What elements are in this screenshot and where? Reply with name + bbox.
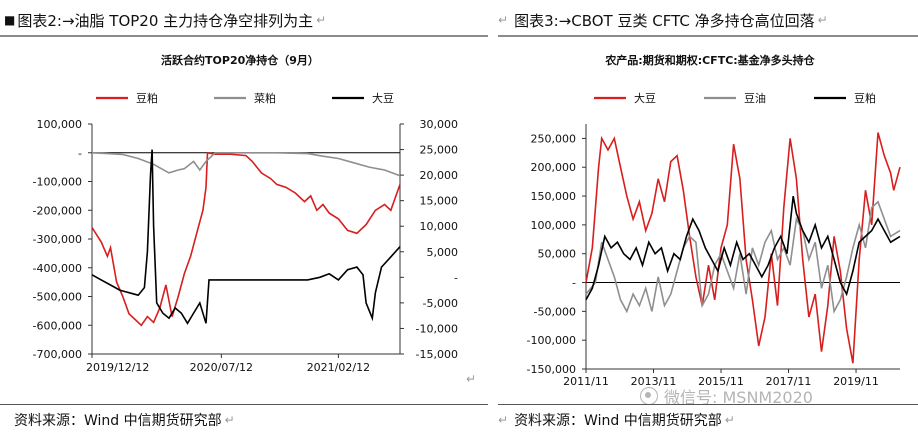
legend-label-1: 豆粕	[136, 91, 158, 105]
watermark-text: 微信号: MSNM2020	[664, 388, 813, 407]
left-source-note: 资料来源：Wind 中信期货研究部 ↵	[14, 410, 235, 430]
y-tick-label-right: 25,000	[420, 144, 459, 157]
return-mark: ↵	[498, 413, 509, 427]
series-line-2	[585, 200, 901, 314]
y-tick-label-left: -100,000	[33, 176, 82, 189]
y-tick-label: 250,000	[531, 132, 577, 145]
return-mark: ↵	[466, 372, 477, 386]
caption-bullet: ■	[4, 13, 16, 27]
y-tick-label: -	[572, 277, 576, 290]
y-tick-label-left: -	[78, 147, 82, 160]
x-tick-label: 2017/11	[766, 375, 812, 388]
legend-label-1: 大豆	[634, 91, 656, 105]
legend-label-3: 豆粕	[854, 91, 876, 105]
plot-area: 100,000 - -100,000 -200,000 -300,000 -400,000…	[33, 118, 458, 374]
y-tick-label: -100,000	[527, 334, 576, 347]
y-tick-label-left: 100,000	[37, 118, 83, 131]
return-mark: ↵	[724, 413, 735, 427]
y-tick-label: 200,000	[531, 161, 577, 174]
y-tick-label: -150,000	[527, 363, 576, 376]
y-tick-label-right: -10,000	[416, 322, 458, 335]
y-tick-label-right: 5,000	[427, 246, 459, 259]
y-tick-label-left: -500,000	[33, 291, 82, 304]
y-tick-label-right: 10,000	[420, 220, 459, 233]
plot-area: 250,000 200,000 150,000 100,000 50,000 - -50,0…	[527, 124, 901, 388]
right-chart: 农产品:期货和期权:CFTC:基金净多头持仓 大豆 豆油 豆粕 250,000 200…	[527, 53, 901, 388]
right-figure-caption: ↵ 图表3:→CBOT 豆类 CFTC 净多持仓高位回落 ↵	[498, 8, 828, 32]
y-tick-label-left: -700,000	[33, 348, 82, 361]
wechat-icon	[640, 387, 658, 405]
y-tick-label: -50,000	[534, 305, 576, 318]
right-source-note: ↵ 资料来源：Wind 中信期货研究部 ↵	[498, 410, 735, 430]
y-tick-label-right: -	[454, 271, 458, 284]
chart-title: 农产品:期货和期权:CFTC:基金净多头持仓	[604, 53, 815, 67]
y-tick-label-left: -600,000	[33, 319, 82, 332]
series-line-2	[91, 152, 401, 177]
chart-title: 活跃合约TOP20净持仓（9月）	[161, 53, 319, 67]
legend-label-2: 菜粕	[254, 91, 276, 105]
chart-legend: 大豆 豆油 豆粕	[594, 91, 876, 105]
left-header-rule	[0, 35, 488, 37]
right-caption-text: 图表3:→CBOT 豆类 CFTC 净多持仓高位回落	[514, 11, 815, 30]
right-footer-rule	[498, 404, 918, 405]
y-tick-label-right: -15,000	[416, 348, 458, 361]
left-chart: 活跃合约TOP20净持仓（9月） 豆粕 菜粕 大豆 100,000 - -100,000…	[33, 53, 458, 374]
right-header-rule	[498, 35, 918, 37]
left-figure-caption: ■ 图表2:→油脂 TOP20 主力持仓净空排列为主 ↵	[4, 8, 326, 32]
legend-label-2: 豆油	[744, 91, 766, 105]
source-text: 资料来源：Wind 中信期货研究部	[514, 413, 722, 429]
series-line-3	[585, 195, 901, 301]
y-tick-label-right: 30,000	[420, 118, 459, 131]
y-tick-label-left: -200,000	[33, 204, 82, 217]
y-tick-label-left: -300,000	[33, 233, 82, 246]
return-mark: ↵	[498, 13, 509, 27]
left-footer-rule	[0, 404, 488, 405]
x-tick-label: 2020/07/12	[190, 361, 253, 374]
y-tick-label-left: -400,000	[33, 262, 82, 275]
y-tick-label-right: 20,000	[420, 169, 459, 182]
legend-label-3: 大豆	[372, 91, 394, 105]
return-mark: ↵	[224, 413, 235, 427]
x-tick-label: 2019/12/12	[86, 361, 149, 374]
left-caption-text: 图表2:→油脂 TOP20 主力持仓净空排列为主	[17, 11, 314, 30]
chart-legend: 豆粕 菜粕 大豆	[96, 91, 394, 105]
series-line-3	[91, 149, 401, 325]
x-tick-label: 2015/11	[698, 375, 744, 388]
y-tick-label-right: 15,000	[420, 195, 459, 208]
x-tick-label: 2013/11	[631, 375, 677, 388]
series-line-1	[91, 151, 401, 327]
y-tick-label: 100,000	[531, 219, 577, 232]
y-tick-label-right: -5,000	[423, 297, 458, 310]
x-tick-label: 2011/11	[563, 375, 609, 388]
x-tick-label: 2019/11	[833, 375, 879, 388]
return-mark: ↵	[316, 13, 327, 27]
series-line-1	[585, 132, 901, 364]
return-mark: ↵	[817, 13, 828, 27]
source-text: 资料来源：Wind 中信期货研究部	[14, 413, 222, 429]
x-tick-label: 2021/02/12	[307, 361, 370, 374]
y-tick-label: 50,000	[538, 248, 577, 261]
y-tick-label: 150,000	[531, 190, 577, 203]
